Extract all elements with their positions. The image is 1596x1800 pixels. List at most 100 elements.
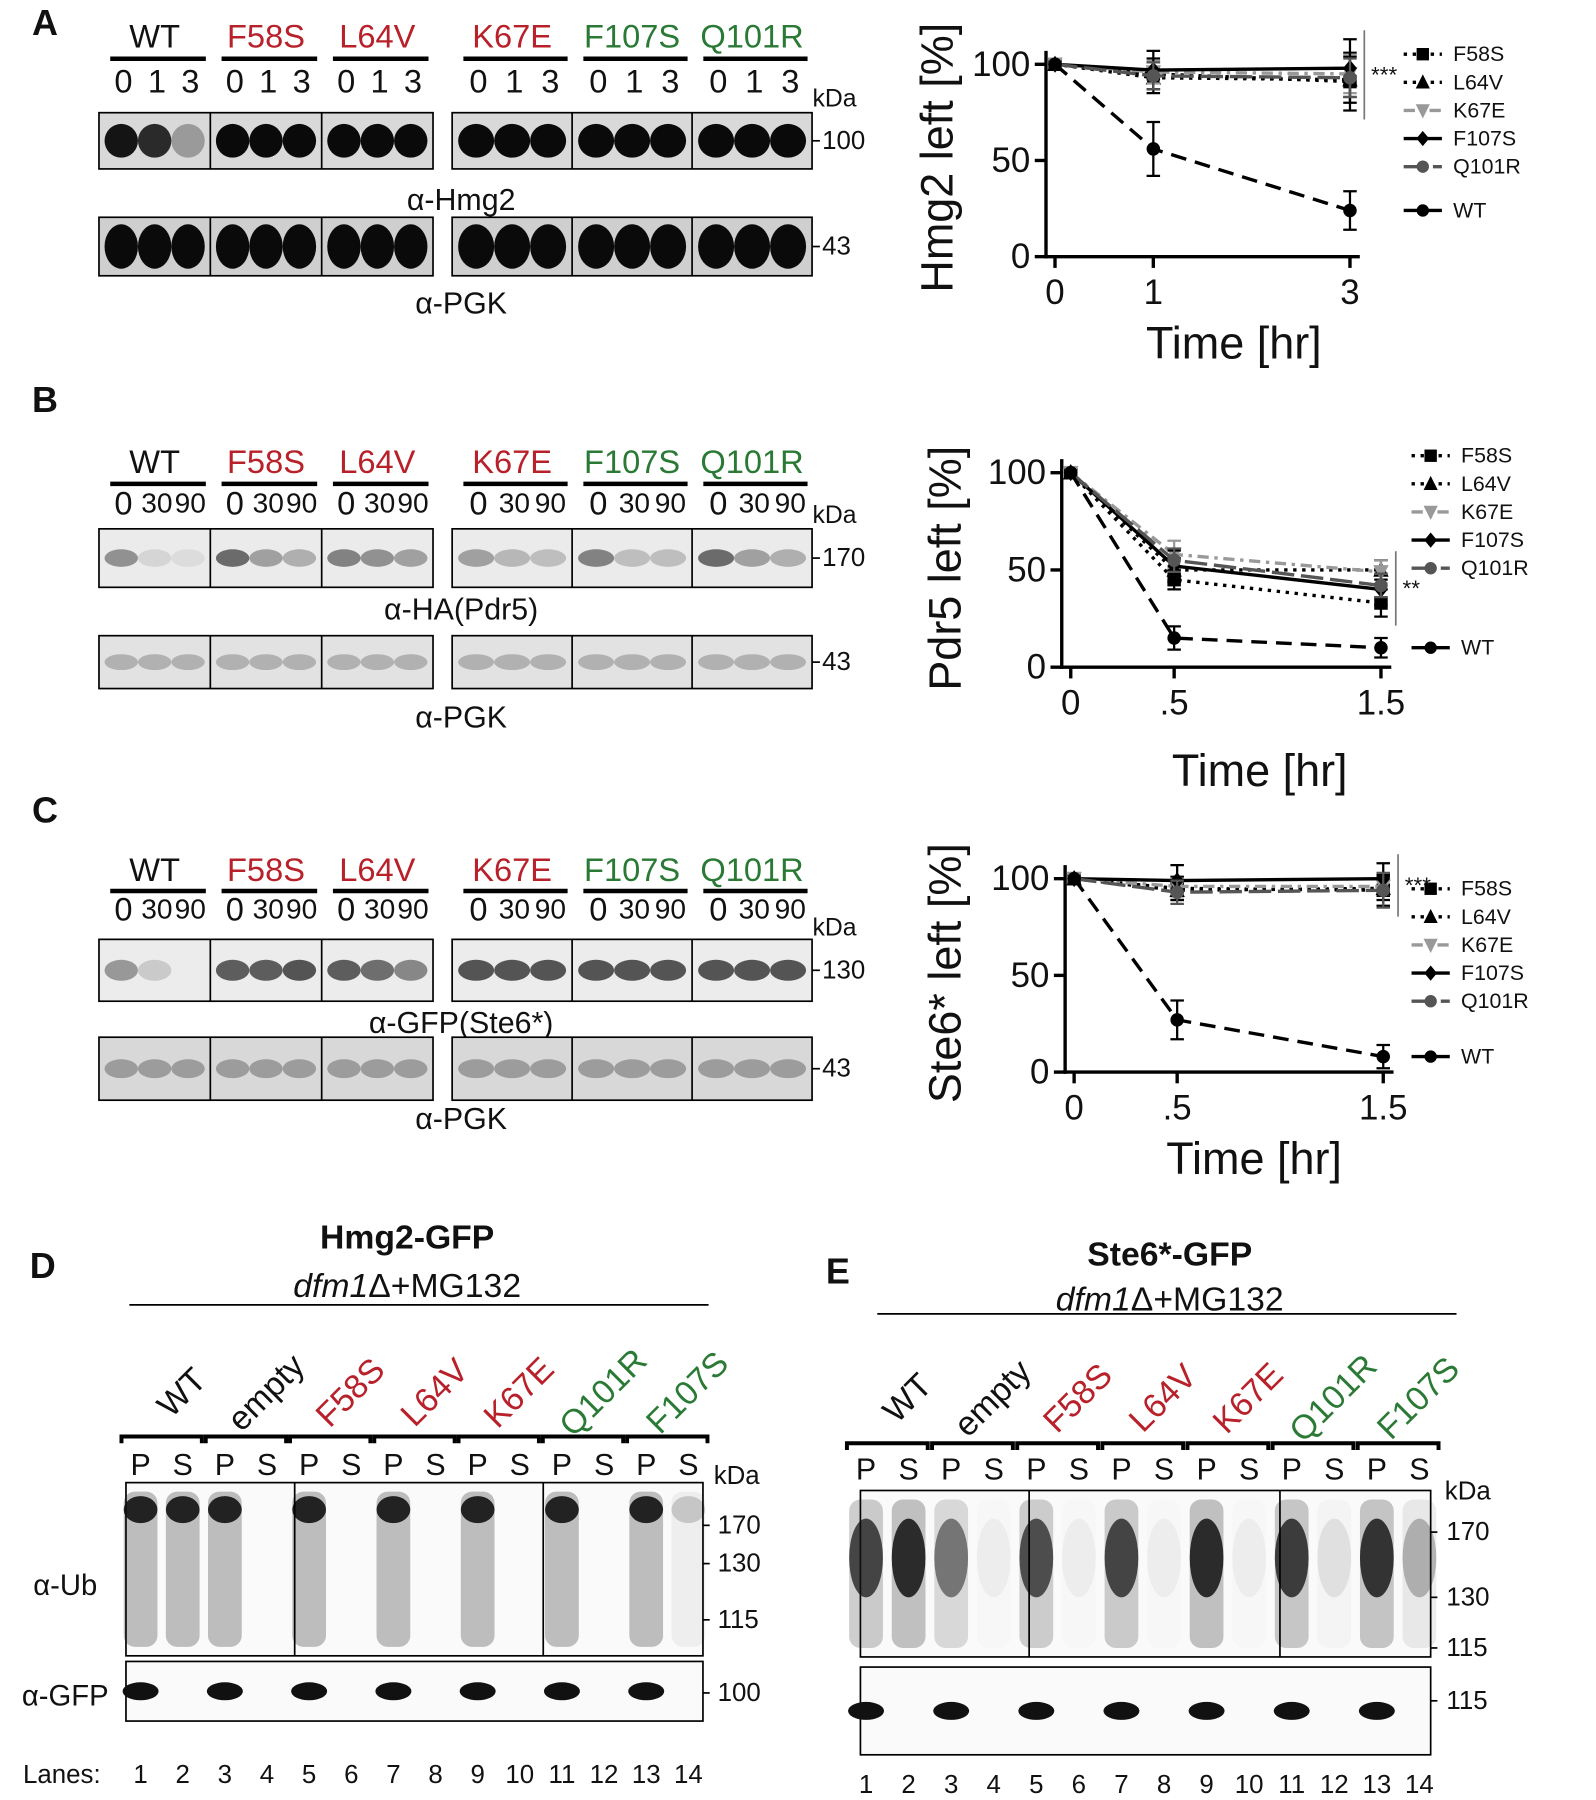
antibody-label: α-Hmg2 [407, 184, 516, 217]
sample-label: Q101R [1282, 1347, 1384, 1449]
timepoint-label: 30 [253, 487, 284, 518]
marker [1424, 532, 1438, 548]
legend-label: L64V [1461, 905, 1512, 929]
group-underline [930, 1441, 1015, 1450]
lane-number: 10 [1235, 1771, 1264, 1799]
series-line [1069, 471, 1382, 650]
band [770, 1059, 807, 1079]
marker [1423, 938, 1438, 953]
lane-number: 1 [133, 1761, 147, 1789]
fraction-label: P [130, 1449, 150, 1482]
band [123, 1496, 158, 1524]
strain-label: L64V [339, 18, 415, 55]
lane-number: 5 [302, 1761, 316, 1789]
timepoint-label: 0 [589, 890, 607, 927]
blot [98, 634, 434, 690]
band [770, 224, 807, 269]
band [291, 1682, 328, 1701]
marker [1416, 130, 1430, 147]
lane-number: 13 [1362, 1771, 1391, 1799]
legend-label: WT [1461, 636, 1494, 660]
strain-background: dfm1Δ+MG132 [293, 1267, 521, 1305]
band [698, 549, 735, 567]
band [394, 1059, 428, 1079]
band [1359, 1518, 1394, 1598]
antibody-label: α-GFP(Ste6*) [369, 1007, 554, 1040]
band [394, 549, 428, 567]
band [282, 654, 317, 671]
band [206, 1682, 243, 1701]
band [171, 123, 205, 158]
fraction-label: S [594, 1449, 614, 1482]
kda-marker: 170 [822, 544, 865, 572]
band [104, 959, 138, 981]
strain-rest: Δ+MG132 [1131, 1280, 1284, 1318]
marker [1374, 640, 1388, 655]
sample-label: WT [150, 1361, 214, 1425]
y-tick-label: 50 [1011, 956, 1050, 995]
kda-marker: 115 [718, 1606, 759, 1634]
strain-label: L64V [339, 851, 415, 888]
series-line [1069, 471, 1382, 592]
marker [1424, 562, 1437, 575]
series-line [1069, 471, 1382, 574]
legend-label: L64V [1461, 472, 1512, 496]
fraction-label: P [299, 1449, 319, 1482]
timepoint-label: 0 [337, 63, 355, 100]
marker [1374, 578, 1388, 593]
panel-letter: C [32, 790, 58, 831]
band [292, 1496, 327, 1524]
strain-label: F107S [584, 18, 680, 55]
band [327, 549, 361, 567]
band [394, 123, 428, 158]
band [215, 123, 250, 158]
timepoint-label: 0 [709, 63, 727, 100]
timepoint-label: 3 [404, 63, 422, 100]
band [650, 123, 687, 158]
smear [934, 1499, 969, 1648]
lane-number: 10 [505, 1761, 534, 1789]
timepoint-label: 0 [469, 484, 487, 521]
significance-label: *** [1405, 873, 1432, 898]
smear [207, 1491, 242, 1647]
marker [1416, 160, 1429, 173]
fraction-label: S [1324, 1454, 1344, 1487]
series-line [1073, 876, 1384, 889]
strain-label: F107S [584, 851, 680, 888]
smear [671, 1491, 706, 1647]
y-tick-label: 100 [988, 453, 1046, 492]
lane-number: 3 [218, 1761, 232, 1789]
timepoint-label: 1 [148, 63, 166, 100]
timepoint-label: 0 [114, 484, 132, 521]
x-tick-label: 0 [1045, 273, 1064, 312]
timepoint-label: 3 [181, 63, 199, 100]
smear [376, 1491, 411, 1647]
band [494, 123, 531, 158]
band [494, 224, 531, 269]
group-underline [203, 1434, 289, 1444]
band [360, 123, 395, 158]
strain-italic: dfm1 [293, 1267, 368, 1305]
blot [859, 1489, 1432, 1658]
sample-label: F58S [308, 1351, 392, 1435]
timepoint-label: 30 [739, 893, 770, 924]
construct-title: Hmg2-GFP [320, 1218, 494, 1256]
fraction-label: P [215, 1449, 235, 1482]
y-axis-label: Hmg2 left [%] [911, 23, 962, 293]
x-tick-label: 0 [1061, 684, 1080, 723]
band [1402, 1518, 1437, 1598]
x-tick-label: 0 [1064, 1089, 1083, 1128]
legend-label: Q101R [1461, 989, 1529, 1013]
band [1274, 1518, 1309, 1598]
y-tick-label: 0 [1011, 237, 1030, 276]
smear [1402, 1499, 1437, 1648]
band [650, 224, 687, 269]
lane-number: 11 [1278, 1771, 1305, 1799]
band [976, 1518, 1011, 1598]
band [394, 654, 428, 671]
band [1019, 1518, 1054, 1598]
legend-label: K67E [1461, 933, 1513, 957]
marker [1424, 1050, 1437, 1063]
sample-label: F107S [1370, 1350, 1467, 1447]
